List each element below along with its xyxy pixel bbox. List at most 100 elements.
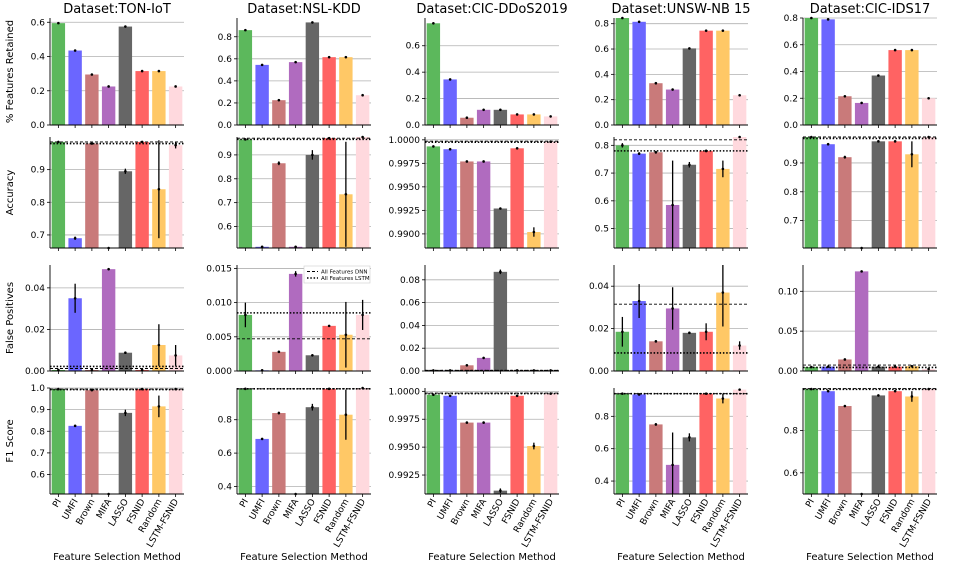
mean-marker <box>826 18 830 21</box>
y-tick-label: 0.9950 <box>389 183 421 193</box>
bar-brown <box>460 365 474 371</box>
mean-marker <box>124 169 127 173</box>
bar-umfi <box>821 144 835 248</box>
subplot-r3-c4: 0.60.8PIUMFIBrownMIFALASSOFSNIDRandomLST… <box>784 387 937 563</box>
mean-marker <box>344 192 348 196</box>
mean-marker <box>688 436 691 439</box>
bar-fsnid <box>510 148 524 248</box>
y-tick-label: 0.7 <box>784 217 798 227</box>
x-axis-label: Feature Selection Method <box>428 552 556 563</box>
bar-lasso <box>682 48 697 125</box>
mean-marker <box>721 291 725 294</box>
bar-umfi <box>632 21 646 126</box>
bar-lasso <box>871 395 886 494</box>
bar-lstm-fsnid <box>168 145 183 248</box>
bar-mifa <box>476 422 491 494</box>
bar-pi <box>51 141 66 248</box>
bar-brown <box>85 390 99 494</box>
bar-random <box>905 396 919 494</box>
bar-brown <box>272 100 286 125</box>
bar-mifa <box>476 109 491 125</box>
bar-umfi <box>443 79 457 125</box>
y-tick-label: 0.8 <box>595 20 610 30</box>
bar-pi <box>238 139 253 248</box>
y-tick-label: 0.4 <box>595 70 610 80</box>
mean-marker <box>738 93 741 97</box>
mean-marker <box>810 16 813 20</box>
mean-marker <box>277 161 281 165</box>
bar-umfi <box>821 366 835 371</box>
y-tick-label: 0.9925 <box>389 471 421 481</box>
mean-marker <box>73 296 77 300</box>
bar-lstm-fsnid <box>732 137 747 248</box>
y-tick-label: 0.6 <box>218 223 233 233</box>
bar-random <box>905 366 919 371</box>
bar-lasso <box>118 171 133 248</box>
mean-marker <box>671 463 674 467</box>
mean-marker <box>499 270 502 274</box>
y-tick-label: 0.2 <box>595 96 609 106</box>
x-axis-label: Feature Selection Method <box>240 552 368 563</box>
mean-marker <box>688 47 691 50</box>
mean-marker <box>174 85 177 88</box>
mean-marker <box>738 135 741 139</box>
y-tick-label: 0.000 <box>206 367 232 377</box>
subplot-r1-c4: 0.7 0.8 0.9 <box>784 135 937 251</box>
bar-lasso <box>493 271 508 371</box>
bar-lstm-fsnid <box>355 388 370 494</box>
bar-pi <box>238 388 253 494</box>
y-tick-label: 0.0 <box>406 121 421 131</box>
subplot-r3-c2: 0.99250.99500.99751.0000PIUMFIBrownMIFAL… <box>389 387 559 563</box>
mean-marker <box>90 73 94 76</box>
mean-marker <box>910 48 914 52</box>
bar-fsnid <box>135 389 149 494</box>
bar-random <box>527 114 541 125</box>
y-tick-label: 0.005 <box>206 333 232 343</box>
bar-fsnid <box>510 395 524 494</box>
bar-brown <box>460 161 474 248</box>
bar-pi <box>615 393 630 494</box>
subplot-r1-c0: 0.7 0.8 0.9 Accuracy <box>5 137 184 251</box>
y-tick-label: 0.4 <box>406 68 421 78</box>
subplot-r3-c3: 0.40.60.8PIUMFIBrownMIFALASSOFSNIDRandom… <box>595 388 748 563</box>
y-tick-label: 0.2 <box>406 95 420 105</box>
y-tick-label: 0.04 <box>400 321 420 331</box>
bar-mifa <box>476 357 491 371</box>
bar-pi <box>615 331 630 371</box>
bar-lasso <box>682 437 697 494</box>
mean-marker <box>448 147 452 151</box>
x-axis-label: Feature Selection Method <box>617 552 745 563</box>
bar-mifa <box>101 86 116 125</box>
bar-lasso <box>493 109 508 125</box>
mean-marker <box>124 25 127 28</box>
bar-umfi <box>68 425 82 494</box>
bar-lstm-fsnid <box>543 141 558 248</box>
y-tick-label: 0.2 <box>218 99 232 109</box>
bar-lstm-fsnid <box>543 116 558 125</box>
bar-mifa <box>854 271 869 371</box>
mean-marker <box>73 424 77 428</box>
bar-random <box>152 71 166 125</box>
mean-marker <box>277 411 281 415</box>
subplot-r1-c2: 0.9900 0.9925 0.9950 0.9975 1.0000 <box>389 136 559 251</box>
mean-marker <box>499 489 502 492</box>
mean-marker <box>738 344 741 347</box>
mean-marker <box>637 299 641 303</box>
mean-marker <box>465 160 469 163</box>
y-tick-label: 0.9 <box>218 151 233 161</box>
y-tick-label: 0.8 <box>31 427 46 437</box>
bar-fsnid <box>135 71 149 125</box>
bar-lasso <box>305 22 320 126</box>
y-tick-label: 0.7 <box>218 199 232 209</box>
bar-lasso <box>118 412 133 494</box>
mean-marker <box>344 413 348 417</box>
bar-random <box>716 30 730 126</box>
bar-fsnid <box>888 141 902 248</box>
mean-marker <box>621 330 624 334</box>
mean-marker <box>843 94 847 98</box>
bar-random <box>527 232 541 248</box>
mean-marker <box>877 74 880 77</box>
y-tick-label: 0.9900 <box>389 230 421 240</box>
legend-box <box>303 265 371 284</box>
